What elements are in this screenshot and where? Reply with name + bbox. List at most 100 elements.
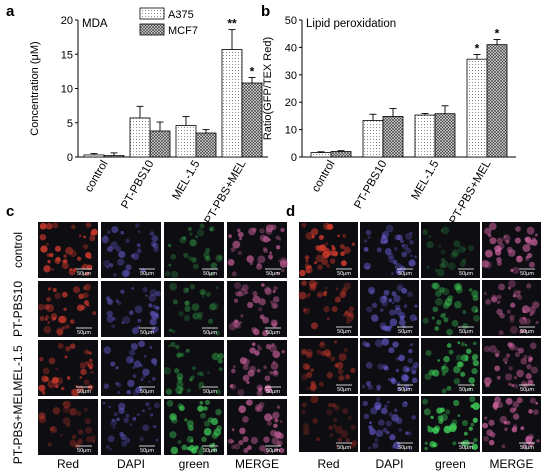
panel-d-image-3-MERGE-cell-blob — [511, 426, 518, 433]
panel-d-image-1-DAPI-cell-blob — [388, 298, 393, 303]
panel-d-image-2-MERGE-cell-blob — [520, 357, 528, 365]
panel-d-image-3-Red-cell-blob — [312, 418, 318, 424]
panel-d-image-0-Red-cell-blob — [305, 266, 309, 270]
panel-c-row-label: PT-PBS+MEL — [11, 390, 25, 465]
panel-d-image-0-MERGE-cell-blob — [496, 237, 503, 244]
panel-c-image-MEL-1.5-green-cell-blob — [175, 386, 183, 394]
panel-c-image-PT-PBS+MEL-green-cell-blob — [190, 439, 194, 443]
panel-d-image-1-MERGE-cell-blob — [496, 300, 501, 305]
panel-d-image-0-green: 50μm — [421, 222, 480, 278]
panel-d-image-2-Red-cell-blob — [330, 356, 336, 362]
panel-d-image-0-Red-cell-blob — [321, 258, 329, 266]
panel-c-image-MEL-1.5-Red-cell-blob — [54, 384, 59, 389]
panel-d-image-0-MERGE-cell-blob — [484, 249, 493, 258]
panel-c-image-control-MERGE-cell-blob — [252, 227, 257, 233]
panel-c-image-MEL-1.5-DAPI-cell-blob — [153, 362, 157, 366]
panel-d-image-0-DAPI-cell-blob — [414, 255, 417, 259]
panel-c-image-MEL-1.5-Red: 50μm — [38, 340, 98, 397]
panel-d-image-3-green-cell-blob — [457, 414, 461, 417]
panel-c-image-MEL-1.5-MERGE-cell-blob — [237, 388, 245, 397]
panel-d-image-1-Red-cell-blob — [331, 306, 338, 313]
panel-d-image-1-MERGE-cell-blob — [507, 286, 512, 290]
panel-c-image-control-DAPI-cell-blob — [134, 223, 140, 228]
panel-d-image-3-DAPI-cell-blob — [385, 420, 392, 427]
panel-d-image-3-green-cell-blob — [473, 445, 478, 450]
panel-d-image-0-MERGE-cell-blob — [525, 257, 530, 262]
panel-d-image-3-MERGE-cell-blob — [506, 420, 511, 425]
panel-c-image-PT-PBS+MEL-DAPI-cell-blob — [125, 413, 130, 418]
panel-c-image-MEL-1.5-MERGE-cell-blob — [271, 343, 275, 347]
panel-c-image-control-Red-cell-blob — [46, 253, 51, 257]
panel-c-image-control-DAPI-cell-blob — [121, 269, 130, 278]
panel-d-image-2-DAPI-cell-blob — [395, 368, 400, 373]
panel-d-image-2-green-cell-blob — [441, 372, 446, 376]
panel-c-image-PT-PBS+MEL-DAPI-cell-blob — [123, 417, 129, 424]
panel-d-image-2-MERGE-cell-blob — [505, 353, 511, 358]
panel-c-image-MEL-1.5-MERGE-cell-blob — [256, 368, 261, 373]
panel-d-image-0-DAPI-cell-blob — [385, 224, 394, 233]
panel-c-image-control-Red-cell-blob — [45, 242, 49, 246]
panel-c-row-label: PT-PBS10 — [11, 281, 25, 337]
panel-c-image-MEL-1.5-MERGE-cell-blob — [242, 364, 249, 371]
panel-c-image-MEL-1.5-Red-cell-blob — [84, 349, 90, 355]
panel-d-image-2-Red-cell-blob — [305, 365, 311, 370]
panel-d-image-1-DAPI-cell-blob — [371, 302, 378, 309]
panel-c-image-control-green-background — [164, 222, 224, 278]
panel-d-image-1-DAPI-cell-blob — [399, 315, 405, 321]
panel-c-image-PT-PBS10-green-cell-blob — [210, 302, 219, 311]
panel-c-image-control-Red-cell-blob — [40, 245, 48, 253]
panel-c-image-PT-PBS10-Red-cell-blob — [47, 321, 51, 324]
panel-c-image-control-MERGE-cell-blob — [237, 231, 244, 238]
panel-b-bar-A375-PT-PBS10 — [362, 120, 384, 158]
panel-d-image-3-green-cell-blob — [469, 396, 476, 403]
panel-d-image-3-DAPI-scale-label: 50μm — [398, 445, 412, 451]
panel-c-image-PT-PBS+MEL-MERGE-cell-blob — [271, 437, 280, 445]
panel-d-image-3-DAPI-cell-blob — [383, 404, 388, 409]
panel-c-image-control-green-cell-blob — [203, 251, 210, 259]
panel-d-image-1-MERGE-cell-blob — [529, 313, 533, 317]
panel-d-image-3-MERGE-cell-blob — [528, 409, 533, 414]
panel-b-category-label: control — [310, 159, 338, 195]
panel-c-image-PT-PBS10-green-cell-blob — [178, 311, 184, 317]
panel-c-image-PT-PBS+MEL-MERGE-cell-blob — [266, 420, 272, 426]
panel-c-image-control-green: 50μm — [164, 222, 224, 279]
panel-d-image-2-green-cell-blob — [443, 355, 450, 363]
panel-d-image-0-Red-cell-blob — [314, 261, 317, 264]
panel-c-image-control-MERGE-cell-blob — [256, 263, 263, 270]
panel-c-image-control-MERGE-cell-blob — [269, 251, 272, 254]
panel-d-image-0-DAPI-cell-blob — [401, 251, 408, 258]
panel-c-image-MEL-1.5-DAPI-cell-blob — [150, 357, 158, 365]
panel-c-column-label: Red — [57, 457, 79, 471]
panel-c-image-MEL-1.5-green-cell-blob — [198, 386, 202, 390]
panel-c-image-PT-PBS10-DAPI-cell-blob — [142, 286, 148, 293]
panel-c-image-PT-PBS+MEL-Red-cell-blob — [84, 417, 92, 425]
panel-d-image-3-Red-cell-blob — [347, 415, 352, 420]
panel-d-image-3-DAPI-cell-blob — [404, 401, 408, 404]
legend-label-MCF7: MCF7 — [168, 25, 198, 37]
panel-d-image-3-Red-cell-blob — [302, 423, 310, 430]
panel-d-image-2-MERGE-cell-blob — [502, 357, 509, 363]
panel-d-image-0-DAPI-cell-blob — [409, 231, 413, 235]
panel-d-image-0-MERGE-cell-blob — [481, 259, 490, 268]
panel-d-image-0-green-scale-label: 50μm — [459, 271, 473, 277]
panel-d-image-2-green-cell-blob — [457, 341, 461, 345]
panel-c-image-PT-PBS10-DAPI-cell-blob — [128, 310, 134, 316]
panel-d-image-0-Red-cell-blob — [323, 247, 330, 254]
panel-c-image-control-MERGE-scale-label: 50μm — [266, 271, 280, 277]
panel-d-image-0-green-cell-blob — [440, 249, 446, 255]
panel-c-image-PT-PBS10-Red-cell-blob — [73, 286, 81, 294]
panel-d-image-2-DAPI-cell-blob — [383, 365, 389, 371]
panel-d-image-3-DAPI-cell-blob — [368, 421, 372, 425]
panel-d-image-2-DAPI-cell-blob — [361, 384, 366, 389]
panel-d-image-3-green-cell-blob — [472, 402, 480, 411]
panel-c-image-PT-PBS10-green-cell-blob — [183, 315, 191, 322]
panel-c-image-MEL-1.5-Red-cell-blob — [51, 376, 59, 384]
panel-d-image-1-green-cell-blob — [432, 306, 439, 313]
panel-c-image-MEL-1.5-MERGE-cell-blob — [249, 347, 256, 354]
panel-d-image-2-green-cell-blob — [464, 343, 468, 347]
panel-c-image-PT-PBS+MEL-green-cell-blob — [203, 406, 208, 411]
panel-c-image-MEL-1.5-green-cell-blob — [189, 378, 193, 382]
panel-c-column-label: MERGE — [235, 457, 279, 471]
panel-d-column-label: MERGE — [489, 457, 533, 471]
panel-d-image-2-Red-cell-blob — [338, 375, 345, 381]
